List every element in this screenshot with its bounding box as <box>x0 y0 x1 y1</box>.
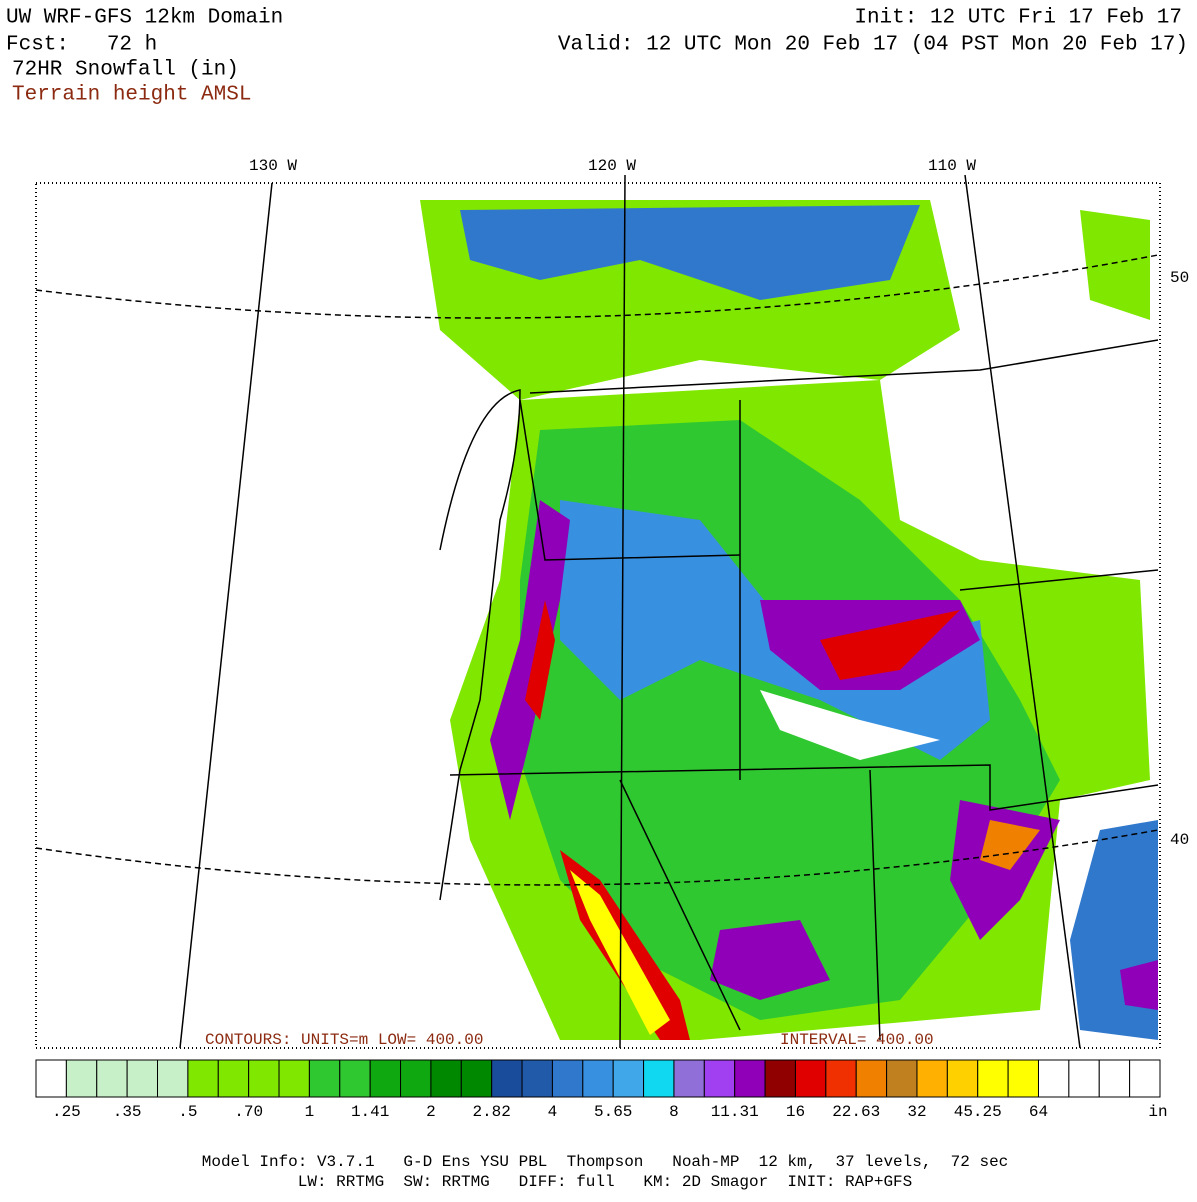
colorbar-label: .35 <box>113 1103 142 1121</box>
colorbar-label: 5.65 <box>594 1103 632 1121</box>
colorbar-label: 2 <box>426 1103 436 1121</box>
title: UW WRF-GFS 12km Domain <box>6 7 283 30</box>
colorbar-box <box>157 1059 189 1098</box>
colorbar-label: 1 <box>305 1103 315 1121</box>
colorbar-box <box>1007 1059 1039 1098</box>
colorbar-box <box>582 1059 614 1098</box>
colorbar-box <box>825 1059 857 1098</box>
colorbar-box <box>794 1059 827 1098</box>
colorbar-label: 11.31 <box>711 1103 759 1121</box>
lat-label: 50 <box>1170 269 1189 287</box>
colorbar-box <box>946 1059 979 1098</box>
colorbar-box <box>551 1059 584 1098</box>
colorbar-label: .70 <box>234 1103 263 1121</box>
colorbar-label: 1.41 <box>351 1103 389 1121</box>
colorbar-label: 2.82 <box>472 1103 510 1121</box>
forecast-hour: Fcst: 72 h <box>6 34 157 57</box>
colorbar-box <box>35 1059 67 1098</box>
colorbar-box <box>278 1059 310 1098</box>
init-time: Init: 12 UTC Fri 17 Feb 17 <box>854 7 1182 30</box>
colorbar-box <box>734 1059 766 1098</box>
colorbar-box <box>521 1059 553 1098</box>
colorbar-box <box>65 1059 98 1098</box>
colorbar-box <box>369 1059 402 1098</box>
colorbar-box <box>217 1059 250 1098</box>
colorbar-box <box>916 1059 948 1098</box>
model-physics: LW: RRTMG SW: RRTMG DIFF: full KM: 2D Sm… <box>298 1173 913 1191</box>
colorbar-label: .25 <box>52 1103 81 1121</box>
lat-label: 40 <box>1170 831 1189 849</box>
map: 130 W 120 W 110 W 50 40 CONTOURS: UNITS=… <box>35 157 1189 1049</box>
colorbar-box <box>126 1059 159 1098</box>
boundaries <box>35 174 1159 1049</box>
colorbar-label: 4 <box>548 1103 558 1121</box>
colorbar-unit: in <box>1148 1103 1167 1121</box>
colorbar-box <box>1037 1059 1070 1098</box>
colorbar-box <box>460 1059 493 1098</box>
lon-label: 120 W <box>588 157 636 175</box>
colorbar-box <box>855 1059 888 1098</box>
colorbar-box <box>430 1059 462 1098</box>
colorbar-box <box>1098 1059 1131 1098</box>
colorbar-box <box>1068 1059 1100 1098</box>
snowfall-field <box>420 200 1158 1040</box>
colorbar-box <box>96 1059 128 1098</box>
colorbar-box <box>764 1059 796 1098</box>
colorbar: .25 .35 .5 .70 1 1.41 2 2.82 4 5.65 8 11.31 16 22.63 3… <box>35 1059 1168 1121</box>
colorbar-label: 8 <box>669 1103 679 1121</box>
model-info: Model Info: V3.7.1 G-D Ens YSU PBL Thomp… <box>202 1153 1009 1171</box>
contour-note: CONTOURS: UNITS=m LOW= 400.00 <box>205 1031 483 1049</box>
colorbar-label: 64 <box>1029 1103 1048 1121</box>
colorbar-label: 22.63 <box>832 1103 880 1121</box>
colorbar-box <box>308 1059 341 1098</box>
overlay-name: Terrain height AMSL <box>12 84 251 107</box>
colorbar-label: 45.25 <box>954 1103 1002 1121</box>
colorbar-label: 16 <box>786 1103 805 1121</box>
colorbar-box <box>977 1059 1009 1098</box>
colorbar-box <box>643 1059 675 1098</box>
field-name: 72HR Snowfall (in) <box>12 59 239 82</box>
colorbar-box <box>400 1059 432 1098</box>
colorbar-label: .5 <box>178 1103 197 1121</box>
lon-label: 110 W <box>928 157 976 175</box>
colorbar-box <box>612 1059 645 1098</box>
contour-interval: INTERVAL= 400.00 <box>780 1031 934 1049</box>
colorbar-box <box>886 1059 918 1098</box>
colorbar-box <box>1129 1059 1161 1098</box>
colorbar-box <box>187 1059 219 1098</box>
lon-label: 130 W <box>249 157 297 175</box>
colorbar-box <box>248 1059 280 1098</box>
colorbar-box <box>673 1059 705 1098</box>
colorbar-box <box>339 1059 371 1098</box>
valid-time: Valid: 12 UTC Mon 20 Feb 17 (04 PST Mon … <box>558 34 1188 57</box>
colorbar-box <box>491 1059 523 1098</box>
colorbar-label: 32 <box>907 1103 926 1121</box>
colorbar-box <box>703 1059 736 1098</box>
